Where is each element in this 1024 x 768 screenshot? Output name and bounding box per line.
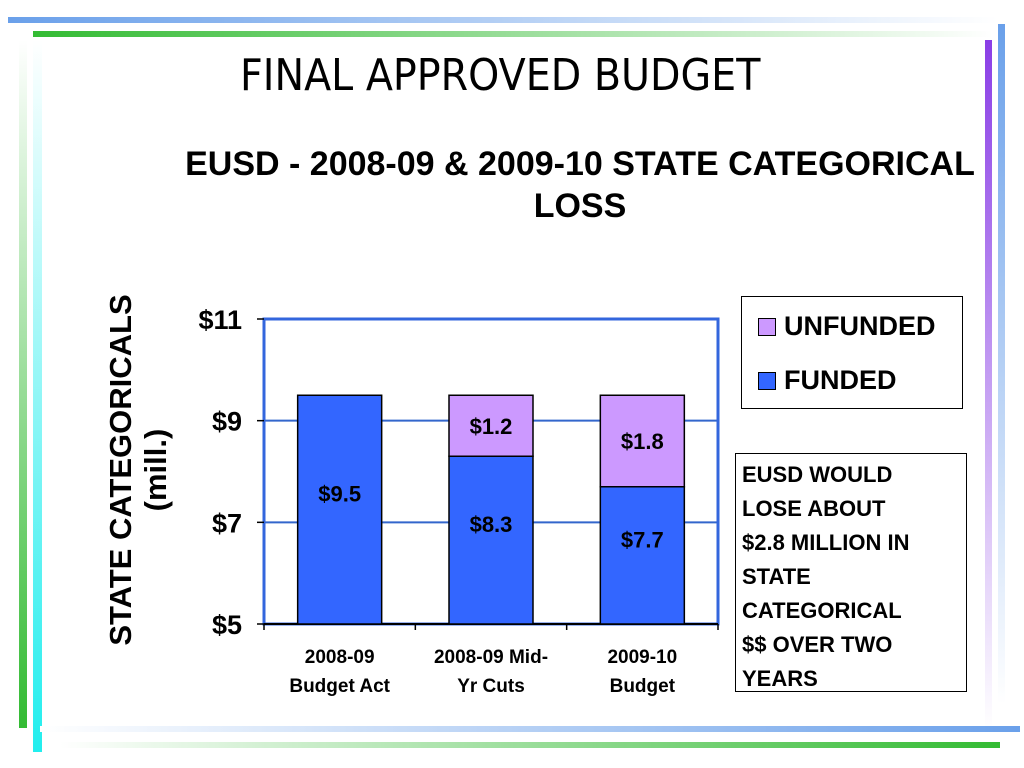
legend-swatch-funded: [758, 371, 776, 390]
x-tick-label: 2008-09: [305, 647, 375, 668]
chart-title: EUSD - 2008-09 & 2009-10 STATE CATEGORIC…: [185, 145, 975, 225]
legend-label-unfunded: UNFUNDED: [784, 311, 936, 341]
bar-unfunded: [599, 394, 686, 488]
left-cyan-stripe: [33, 40, 42, 752]
data-label-funded: $8.3: [470, 512, 513, 537]
legend-label-funded: FUNDED: [784, 365, 897, 395]
data-label-funded: $9.5: [318, 482, 361, 507]
right-blue-stripe: [998, 24, 1005, 704]
y-tick-label: $11: [198, 305, 242, 335]
bar-unfunded: [448, 394, 534, 457]
slide-title: FINAL APPROVED BUDGET: [240, 50, 761, 101]
legend: UNFUNDED FUNDED: [741, 296, 963, 409]
legend-item-funded: FUNDED: [758, 365, 897, 396]
note-box: EUSD WOULD LOSE ABOUT $2.8 MILLION IN ST…: [735, 453, 967, 692]
legend-swatch-unfunded: [758, 317, 776, 336]
data-label-unfunded: $1.2: [470, 414, 513, 439]
left-green-stripe: [19, 40, 27, 728]
x-tick-label: Budget Act: [289, 676, 390, 697]
data-label-unfunded: $1.8: [621, 429, 664, 454]
y-tick-label: $5: [212, 610, 242, 640]
bottom-green-stripe: [60, 742, 1000, 748]
right-purple-stripe: [985, 40, 992, 730]
bottom-blue-stripe: [40, 726, 1020, 732]
top-blue-stripe: [8, 17, 998, 23]
x-tick-label: 2008-09 Mid-: [434, 647, 548, 668]
x-tick-label: 2009-10: [607, 647, 677, 668]
bar-funded: [448, 455, 534, 625]
x-tick-label: Budget: [610, 676, 676, 697]
bar-funded: [599, 486, 686, 625]
bar-funded: [296, 394, 383, 625]
legend-item-unfunded: UNFUNDED: [758, 311, 936, 342]
data-label-funded: $7.7: [621, 527, 664, 552]
x-tick-label: Yr Cuts: [457, 676, 525, 697]
y-tick-label: $7: [212, 508, 242, 538]
top-green-stripe: [33, 31, 993, 37]
y-tick-label: $9: [212, 407, 242, 437]
